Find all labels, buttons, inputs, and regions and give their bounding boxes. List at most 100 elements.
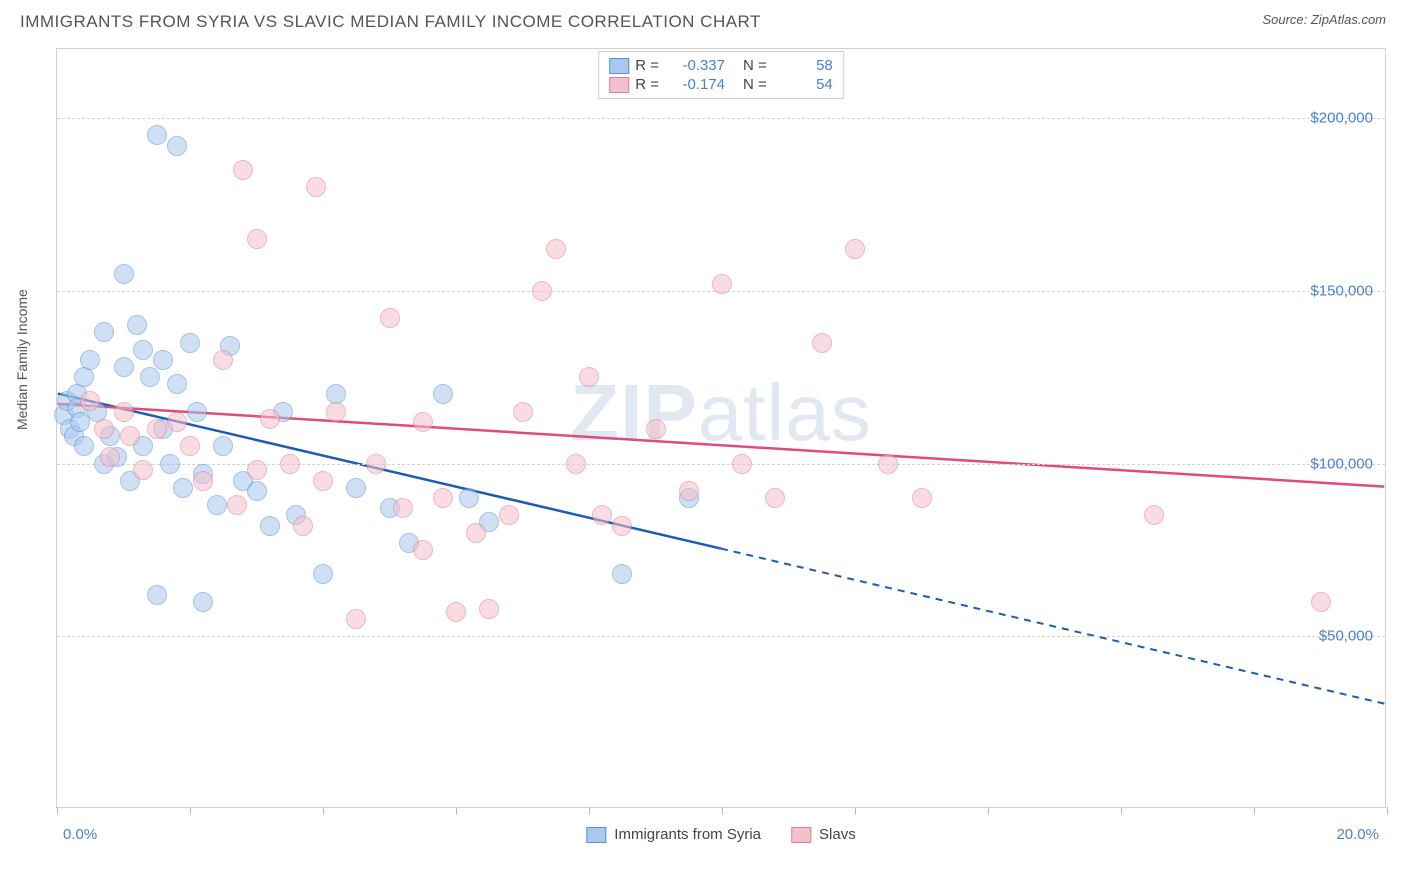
scatter-point-syria xyxy=(247,481,267,501)
scatter-point-syria xyxy=(153,350,173,370)
scatter-point-syria xyxy=(94,322,114,342)
scatter-point-syria xyxy=(346,478,366,498)
scatter-point-slavs xyxy=(413,540,433,560)
legend-swatch-slavs xyxy=(791,827,811,843)
scatter-point-syria xyxy=(133,340,153,360)
scatter-point-slavs xyxy=(80,391,100,411)
scatter-point-slavs xyxy=(94,419,114,439)
series-legend-item-slavs: Slavs xyxy=(791,826,856,843)
scatter-point-slavs xyxy=(413,412,433,432)
scatter-point-slavs xyxy=(100,447,120,467)
x-tick xyxy=(1254,807,1255,815)
trend-line-dashed-syria xyxy=(721,549,1384,704)
scatter-point-slavs xyxy=(679,481,699,501)
scatter-point-slavs xyxy=(247,229,267,249)
source-label: Source: ZipAtlas.com xyxy=(1262,12,1386,27)
correlation-legend: R = -0.337 N = 58 R = -0.174 N = 54 xyxy=(598,51,844,99)
scatter-point-slavs xyxy=(612,516,632,536)
scatter-point-slavs xyxy=(732,454,752,474)
x-tick xyxy=(589,807,590,815)
r-value-syria: -0.337 xyxy=(665,57,725,74)
scatter-point-slavs xyxy=(380,308,400,328)
scatter-point-slavs xyxy=(546,239,566,259)
scatter-point-syria xyxy=(459,488,479,508)
series-legend: Immigrants from Syria Slavs xyxy=(586,826,855,843)
scatter-point-syria xyxy=(140,367,160,387)
legend-swatch-slavs xyxy=(609,77,629,93)
scatter-point-slavs xyxy=(366,454,386,474)
correlation-legend-row-syria: R = -0.337 N = 58 xyxy=(609,56,833,75)
scatter-point-slavs xyxy=(233,160,253,180)
scatter-point-slavs xyxy=(646,419,666,439)
scatter-point-slavs xyxy=(592,505,612,525)
x-tick xyxy=(1387,807,1388,815)
scatter-point-slavs xyxy=(466,523,486,543)
scatter-point-slavs xyxy=(446,602,466,622)
y-axis-label: Median Family Income xyxy=(14,289,30,430)
chart-title: IMMIGRANTS FROM SYRIA VS SLAVIC MEDIAN F… xyxy=(20,12,761,32)
scatter-point-syria xyxy=(160,454,180,474)
scatter-point-slavs xyxy=(499,505,519,525)
scatter-point-slavs xyxy=(912,488,932,508)
scatter-point-slavs xyxy=(393,498,413,518)
scatter-point-syria xyxy=(114,357,134,377)
scatter-point-slavs xyxy=(566,454,586,474)
scatter-point-syria xyxy=(173,478,193,498)
scatter-point-slavs xyxy=(293,516,313,536)
scatter-point-syria xyxy=(147,125,167,145)
scatter-point-syria xyxy=(147,585,167,605)
series-label-syria: Immigrants from Syria xyxy=(614,826,761,843)
scatter-point-syria xyxy=(213,436,233,456)
legend-swatch-syria xyxy=(609,58,629,74)
y-tick-label: $200,000 xyxy=(1310,110,1373,127)
scatter-point-slavs xyxy=(133,460,153,480)
gridline-h xyxy=(57,118,1385,119)
scatter-point-slavs xyxy=(260,409,280,429)
scatter-point-slavs xyxy=(1311,592,1331,612)
scatter-point-syria xyxy=(187,402,207,422)
scatter-point-syria xyxy=(114,264,134,284)
scatter-point-slavs xyxy=(878,454,898,474)
x-axis-max-label: 20.0% xyxy=(1336,826,1379,843)
scatter-point-slavs xyxy=(247,460,267,480)
y-tick-label: $100,000 xyxy=(1310,455,1373,472)
correlation-legend-row-slavs: R = -0.174 N = 54 xyxy=(609,75,833,94)
y-tick-label: $50,000 xyxy=(1319,628,1373,645)
scatter-point-syria xyxy=(167,374,187,394)
scatter-point-slavs xyxy=(147,419,167,439)
scatter-point-syria xyxy=(612,564,632,584)
scatter-point-slavs xyxy=(326,402,346,422)
scatter-point-slavs xyxy=(479,599,499,619)
scatter-point-slavs xyxy=(513,402,533,422)
y-tick-label: $150,000 xyxy=(1310,282,1373,299)
series-label-slavs: Slavs xyxy=(819,826,856,843)
scatter-point-slavs xyxy=(227,495,247,515)
x-tick xyxy=(988,807,989,815)
scatter-point-syria xyxy=(167,136,187,156)
series-legend-item-syria: Immigrants from Syria xyxy=(586,826,761,843)
scatter-point-syria xyxy=(127,315,147,335)
scatter-point-slavs xyxy=(1144,505,1164,525)
scatter-point-syria xyxy=(74,436,94,456)
scatter-point-syria xyxy=(74,367,94,387)
scatter-point-syria xyxy=(433,384,453,404)
scatter-point-slavs xyxy=(845,239,865,259)
x-tick xyxy=(57,807,58,815)
scatter-point-slavs xyxy=(765,488,785,508)
scatter-point-syria xyxy=(193,592,213,612)
scatter-point-slavs xyxy=(120,426,140,446)
chart-plot-area: ZIPatlas R = -0.337 N = 58 R = -0.174 N … xyxy=(56,48,1386,808)
watermark: ZIPatlas xyxy=(570,367,871,459)
x-axis-min-label: 0.0% xyxy=(63,826,97,843)
scatter-point-syria xyxy=(207,495,227,515)
x-tick xyxy=(190,807,191,815)
scatter-point-slavs xyxy=(532,281,552,301)
scatter-point-syria xyxy=(80,350,100,370)
scatter-point-slavs xyxy=(180,436,200,456)
scatter-point-slavs xyxy=(346,609,366,629)
gridline-h xyxy=(57,636,1385,637)
n-value-syria: 58 xyxy=(773,57,833,74)
scatter-point-syria xyxy=(313,564,333,584)
x-tick xyxy=(456,807,457,815)
scatter-point-syria xyxy=(260,516,280,536)
